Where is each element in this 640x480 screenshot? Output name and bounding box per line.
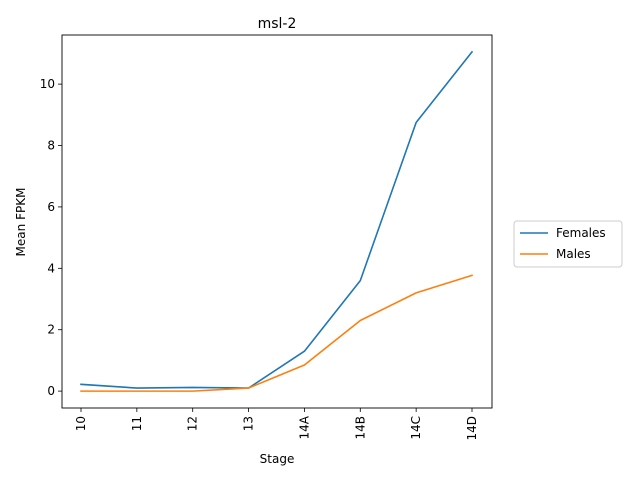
- x-tick-label: 13: [242, 416, 256, 431]
- x-tick-label: 10: [74, 416, 88, 431]
- x-tick-label: 12: [186, 416, 200, 431]
- y-tick-label: 8: [47, 139, 55, 153]
- y-tick-label: 6: [47, 200, 55, 214]
- series-line-females: [80, 50, 474, 389]
- y-axis-label: Mean FPKM: [14, 188, 28, 257]
- y-axis-ticks: 0 2 4 6 8 10: [40, 77, 62, 398]
- x-axis-label: Stage: [260, 452, 295, 466]
- x-tick-label: 14B: [353, 416, 367, 440]
- x-tick-label: 11: [130, 416, 144, 431]
- legend-label-females: Females: [556, 226, 606, 240]
- axes-frame: [61, 34, 493, 409]
- plot-area: [61, 34, 493, 409]
- x-tick-label: 14A: [297, 415, 311, 439]
- legend: Females Males: [513, 220, 623, 268]
- x-tick-label: 14C: [409, 416, 423, 440]
- y-tick-label: 10: [40, 77, 55, 91]
- legend-label-males: Males: [556, 247, 591, 261]
- y-tick-label: 4: [47, 261, 55, 275]
- y-tick-label: 2: [47, 323, 55, 337]
- x-tick-label: 14D: [465, 416, 479, 441]
- series-line-males: [80, 274, 474, 392]
- y-tick-label: 0: [47, 384, 55, 398]
- chart-title: msl-2: [258, 16, 297, 32]
- x-axis-ticks: 10 11 12 13 14A 14B 14C 14D: [74, 408, 479, 441]
